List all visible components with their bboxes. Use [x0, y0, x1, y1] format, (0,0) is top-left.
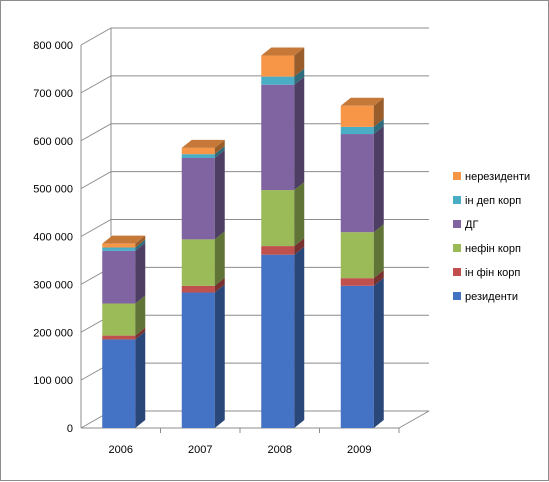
x-tick-label: 2008 — [268, 444, 292, 456]
bar-segment — [261, 47, 305, 77]
legend-swatch — [453, 196, 461, 204]
y-tick-label: 300 000 — [33, 279, 73, 291]
legend-entry: ДГ — [453, 219, 478, 231]
legend-entry: ін фін корп — [453, 267, 520, 279]
bar-segment — [181, 284, 225, 428]
bar-segment — [261, 76, 305, 191]
x-tick-label: 2007 — [188, 444, 212, 456]
bar-segment — [181, 149, 225, 240]
legend-label: резиденти — [465, 291, 518, 303]
legend-label: ДГ — [465, 219, 478, 231]
bar-segment — [261, 182, 305, 247]
bar-segment — [102, 327, 146, 340]
bar-segment — [261, 238, 305, 255]
legend-swatch — [453, 220, 461, 228]
y-axis-tick-labels: 0 100 000 200 000 300 000 400 000 500 000 600 … — [33, 40, 73, 435]
bar-segment — [340, 118, 384, 135]
bar-segment — [181, 277, 225, 293]
bar-segment — [102, 295, 146, 336]
bar-segment — [102, 235, 146, 248]
legend-swatch — [453, 268, 461, 276]
legend-entry: резиденти — [453, 291, 518, 303]
bar-segment — [340, 126, 384, 233]
y-tick-label: 0 — [67, 423, 73, 435]
legend: нерезиденти ін деп корп ДГ нефін корп ін фін… — [453, 171, 530, 303]
legend-entry: нефін корп — [453, 243, 521, 255]
bar-segment — [340, 97, 384, 127]
bar-segment — [261, 246, 305, 428]
bar-segment — [181, 146, 225, 158]
y-tick-label: 800 000 — [33, 40, 73, 52]
bar-segment — [340, 224, 384, 279]
bar-segment — [340, 277, 384, 428]
y-tick-label: 600 000 — [33, 136, 73, 148]
x-tick-label: 2009 — [347, 444, 371, 456]
legend-label: нефін корп — [465, 243, 521, 255]
legend-label: ін фін корп — [465, 267, 520, 279]
y-tick-label: 700 000 — [33, 88, 73, 100]
y-tick-label: 200 000 — [33, 327, 73, 339]
legend-swatch — [453, 244, 461, 252]
legend-entry: нерезиденти — [453, 171, 530, 183]
y-tick-label: 400 000 — [33, 232, 73, 244]
legend-label: ін деп корп — [465, 195, 521, 207]
bar-segment — [181, 139, 225, 155]
bar-segment — [261, 68, 305, 85]
x-axis-tick-labels: 2006 2007 2008 2009 — [109, 444, 372, 456]
legend-label: нерезиденти — [465, 171, 530, 183]
y-tick-label: 500 000 — [33, 184, 73, 196]
bars — [102, 47, 384, 428]
bar-segment — [181, 231, 225, 286]
gridline — [80, 27, 429, 46]
bar-segment — [102, 331, 146, 428]
floor-edge — [398, 410, 430, 429]
bar-segment — [102, 239, 146, 251]
legend-swatch — [453, 292, 461, 300]
bar-segment — [340, 270, 384, 286]
legend-entry: ін деп корп — [453, 195, 521, 207]
x-tick-label: 2006 — [109, 444, 133, 456]
gridline — [80, 75, 429, 94]
bar-segment — [102, 242, 146, 304]
legend-swatch — [453, 172, 461, 180]
y-tick-label: 100 000 — [33, 375, 73, 387]
